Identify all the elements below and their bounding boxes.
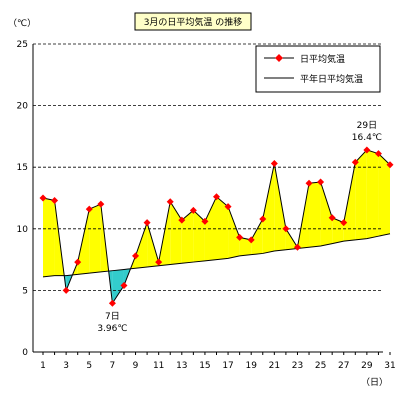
- chart-title-text: 3月の日平均気温 の推移: [144, 16, 243, 28]
- annotation-day-7-line-0: 7日: [105, 311, 120, 322]
- fill-segment-19-0: [251, 218, 263, 255]
- legend-label-normal: 平年日平均気温: [300, 73, 363, 85]
- data-point-day-28: [351, 158, 359, 166]
- fill-segment-21-0: [274, 163, 286, 251]
- data-point-day-10: [143, 219, 151, 227]
- x-tick-label-9: 9: [133, 361, 139, 371]
- data-point-day-23: [293, 243, 301, 251]
- x-tick-label-13: 13: [176, 361, 187, 371]
- annotation-day-7-line-1: 3.96℃: [97, 324, 127, 334]
- x-tick-label-25: 25: [315, 361, 326, 371]
- fill-segment-16-0: [216, 196, 229, 260]
- fill-segment-29-0: [366, 149, 379, 239]
- data-point-day-30: [374, 150, 382, 158]
- data-point-day-20: [259, 215, 267, 223]
- x-tick-label-3: 3: [63, 361, 69, 371]
- fill-segment-20-0: [262, 163, 275, 254]
- x-tick-label-19: 19: [245, 361, 257, 371]
- y-tick-label-15: 15: [17, 163, 28, 173]
- y-tick-label-5: 5: [22, 286, 28, 296]
- y-tick-label-25: 25: [17, 40, 28, 50]
- data-point-day-31: [386, 161, 394, 169]
- annotation-day-29-line-0: 29日: [357, 120, 377, 131]
- y-tick-label-10: 10: [17, 225, 29, 235]
- legend-label-daily: 日平均気温: [300, 53, 345, 65]
- x-tick-label-27: 27: [338, 361, 349, 371]
- fill-segment-17-0: [228, 206, 240, 259]
- x-tick-label-7: 7: [110, 361, 116, 371]
- normal-temperature-series: [42, 233, 391, 278]
- x-tick-label-17: 17: [222, 361, 233, 371]
- fill-segment-4-0: [77, 209, 90, 275]
- data-point-day-1: [39, 194, 47, 202]
- annotation-day-29-line-1: 16.4℃: [352, 133, 382, 143]
- deviation-fills: [43, 149, 390, 304]
- data-point-day-19: [247, 236, 255, 244]
- data-point-day-3: [62, 286, 70, 294]
- fill-segment-9-0: [135, 222, 148, 269]
- axes: [32, 44, 391, 355]
- normal-temperature-line: [42, 233, 391, 278]
- data-point-day-29: [363, 146, 371, 154]
- x-tick-label-21: 21: [269, 361, 280, 371]
- y-tick-label-20: 20: [17, 102, 29, 112]
- x-tick-label-1: 1: [40, 361, 46, 371]
- fill-segment-18-0: [239, 237, 252, 256]
- x-tick-label-31: 31: [384, 361, 395, 371]
- x-tick-label-23: 23: [292, 361, 303, 371]
- data-point-day-22: [282, 225, 290, 233]
- x-tick-label-5: 5: [86, 361, 92, 371]
- fill-segment-27-0: [343, 162, 356, 242]
- fill-segment-26-0: [332, 217, 344, 244]
- data-point-day-2: [51, 196, 59, 204]
- data-point-day-9: [132, 252, 140, 260]
- data-point-day-12: [166, 198, 174, 206]
- data-point-day-21: [270, 160, 278, 168]
- data-point-day-5: [85, 205, 93, 213]
- data-point-day-7: [108, 299, 116, 307]
- data-point-day-18: [236, 233, 244, 241]
- fill-segment-7-0: [112, 269, 124, 304]
- data-point-day-16: [213, 193, 220, 201]
- data-point-day-6: [97, 200, 105, 208]
- chart-title: 3月の日平均気温 の推移: [134, 12, 252, 31]
- daily-temperature-series: [39, 146, 394, 307]
- y-tick-label-0: 0: [22, 348, 28, 358]
- data-point-day-24: [305, 179, 313, 187]
- x-axis-unit-label: （日）: [361, 377, 388, 388]
- annotations: 7日 3.96℃ 29日 16.4℃: [97, 120, 382, 334]
- y-axis-unit-label: （℃）: [8, 18, 36, 29]
- fill-segment-1-0: [43, 198, 55, 277]
- legend: 日平均気温 平年日平均気温: [255, 45, 381, 93]
- fill-segment-25-0: [320, 181, 333, 247]
- fill-segment-5-0: [89, 204, 101, 274]
- fill-segment-13-0: [181, 210, 194, 264]
- legend-marker-daily: [275, 54, 283, 62]
- fill-segment-24-0: [309, 181, 321, 248]
- fill-segment-14-0: [193, 210, 205, 263]
- x-tick-label-11: 11: [153, 361, 164, 371]
- y-tick-labels: 0 5 10 15 20 25: [17, 40, 29, 358]
- data-point-day-17: [224, 203, 232, 211]
- data-point-day-27: [340, 219, 348, 227]
- data-point-day-4: [74, 258, 82, 266]
- fill-segment-28-0: [355, 149, 367, 240]
- x-tick-label-29: 29: [361, 361, 373, 371]
- fill-segment-30-0: [378, 153, 390, 237]
- data-point-day-15: [201, 217, 209, 225]
- data-point-day-8: [120, 281, 128, 289]
- x-tick-label-15: 15: [199, 361, 210, 371]
- data-point-day-13: [178, 216, 186, 224]
- data-point-day-14: [189, 206, 197, 214]
- fill-segment-12-0: [170, 201, 182, 265]
- grid-lines: [33, 43, 383, 291]
- x-tick-labels: 1 3 5 7 9 11 13 15 17 19 21 23 25 27 29 31: [40, 361, 396, 371]
- data-point-day-25: [317, 178, 325, 186]
- data-point-day-26: [328, 214, 336, 222]
- data-point-day-11: [155, 258, 163, 266]
